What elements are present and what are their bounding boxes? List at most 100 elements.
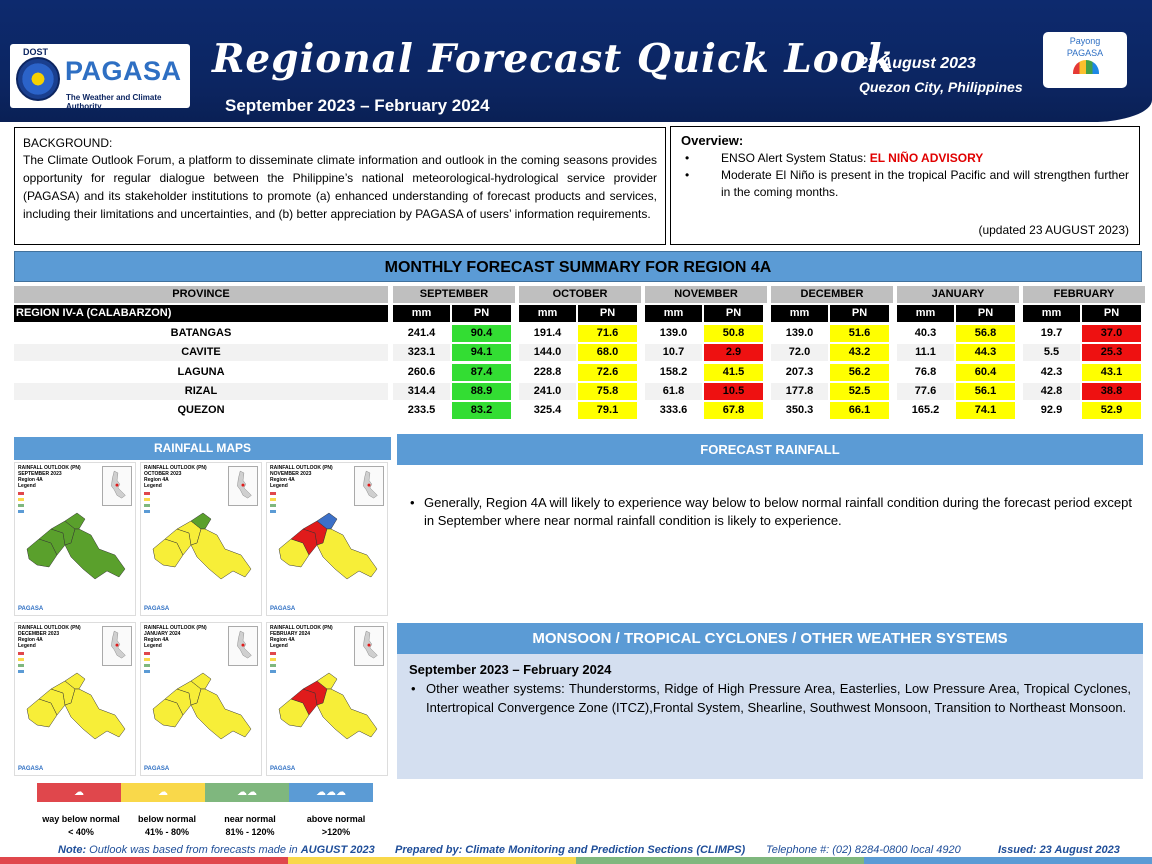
- legend-swatch: [144, 664, 150, 667]
- footer: Note: Outlook was based from forecasts m…: [0, 843, 1152, 864]
- pn-value: 38.8: [1082, 382, 1141, 400]
- pn-value: 67.8: [704, 402, 763, 420]
- scale-label-range: >120%: [321, 827, 351, 837]
- rainfall-map-panel: RAINFALL OUTLOOK (PN) SEPTEMBER 2023 Regio…: [14, 462, 136, 616]
- scale-label: above normal >120%: [286, 813, 386, 839]
- region-map-icon: [145, 669, 259, 755]
- mm-value: 191.4: [533, 327, 562, 339]
- pn-value: 74.1: [956, 402, 1015, 420]
- payong-line2: PAGASA: [1066, 48, 1104, 58]
- pn-value: 83.2: [452, 402, 511, 420]
- map-panel-title-line: Region 4A: [144, 637, 169, 643]
- scale-label: below normal 41% - 80%: [117, 813, 217, 839]
- footer-prepared: Prepared by: Climate Monitoring and Pred…: [395, 844, 746, 856]
- legend-swatch: [18, 492, 24, 495]
- footer-issued: Issued: 23 August 2023: [998, 844, 1120, 856]
- pn-value: 43.2: [830, 344, 889, 362]
- background-heading: BACKGROUND:: [23, 136, 113, 150]
- legend-swatch: [18, 652, 24, 655]
- pn-value: 56.8: [956, 325, 1015, 342]
- pn-value: 68.0: [578, 344, 637, 362]
- month-header: DECEMBER: [771, 286, 893, 303]
- map-panel-logo: PAGASA: [270, 766, 296, 772]
- pn-value: 50.8: [704, 325, 763, 342]
- pn-col-header: PN: [830, 305, 889, 322]
- map-panel-logo: PAGASA: [144, 606, 170, 612]
- monsoon-period: September 2023 – February 2024: [409, 662, 612, 677]
- scale-segment-cloud-icon: ☁: [121, 783, 205, 802]
- month-header: NOVEMBER: [645, 286, 767, 303]
- mm-value: 325.4: [533, 404, 562, 417]
- mm-value: 260.6: [407, 365, 436, 378]
- mm-value: 350.3: [785, 404, 814, 417]
- map-panel-legend: Legend: [144, 643, 186, 673]
- mm-value: 76.8: [914, 365, 937, 378]
- legend-swatch: [18, 504, 24, 507]
- stripe-red: [0, 857, 288, 864]
- map-panel-title-line: OCTOBER 2023: [144, 471, 182, 477]
- scale-label-name: above normal: [306, 814, 366, 824]
- rainfall-scale-bar: ☁ ☁ ☁☁ ☁☁☁: [37, 783, 373, 802]
- mm-value: 10.7: [645, 344, 702, 362]
- overview-enso-item: ENSO Alert System Status: EL NIÑO ADVISO…: [681, 150, 1129, 167]
- mm-value: 11.1: [897, 344, 954, 362]
- logo-name: PAGASA: [65, 56, 182, 86]
- map-panel-legend: Legend: [144, 483, 186, 513]
- legend-swatch: [144, 670, 150, 673]
- legend-swatch: [144, 658, 150, 661]
- mm-value: 72.0: [771, 344, 828, 362]
- enso-label: ENSO Alert System Status:: [721, 151, 870, 165]
- monsoon-section: September 2023 – February 2024 Other wea…: [397, 654, 1143, 779]
- mm-value: 158.2: [659, 365, 688, 378]
- map-panel-title-line: Region 4A: [270, 637, 295, 643]
- pn-value: 52.5: [830, 382, 889, 400]
- mm-value: 144.0: [519, 344, 576, 362]
- scale-label: way below normal < 40%: [31, 813, 131, 839]
- overview-updated: (updated 23 AUGUST 2023): [978, 223, 1129, 237]
- map-panel-title-line: RAINFALL OUTLOOK (PN): [144, 465, 207, 471]
- mm-value: 42.8: [1023, 382, 1080, 400]
- mm-value: 241.0: [519, 382, 576, 400]
- header-banner: [0, 0, 1152, 122]
- pn-value: 44.3: [956, 344, 1015, 362]
- background-section: BACKGROUND: The Climate Outlook Forum, a…: [14, 127, 666, 245]
- pn-col-header: PN: [704, 305, 763, 322]
- region-map-icon: [19, 669, 133, 755]
- map-legend-heading: Legend: [144, 483, 162, 489]
- province-name: RIZAL: [14, 382, 388, 400]
- scale-segment-cloud-icon: ☁☁☁: [289, 783, 373, 802]
- rainfall-map-panel: RAINFALL OUTLOOK (PN) JANUARY 2024 Region …: [140, 622, 262, 776]
- province-name: QUEZON: [177, 404, 225, 417]
- legend-swatch: [270, 504, 276, 507]
- page-subtitle: September 2023 – February 2024: [225, 96, 490, 115]
- mm-value: 139.0: [785, 327, 814, 339]
- region-label: REGION IV-A (CALABARZON): [14, 305, 388, 322]
- scale-label-name: near normal: [224, 814, 276, 824]
- location-map-icon: [228, 466, 258, 506]
- pn-value: 51.6: [830, 325, 889, 342]
- stripe-blue: [864, 857, 1152, 864]
- legend-swatch: [144, 652, 150, 655]
- mm-value: 241.4: [407, 327, 436, 339]
- footer-color-stripe: [0, 857, 1152, 864]
- month-header: FEBRUARY: [1023, 286, 1145, 303]
- pn-col-header: PN: [452, 305, 511, 322]
- pn-value: 79.1: [578, 402, 637, 420]
- forecast-rainfall-text: Generally, Region 4A will likely to expe…: [410, 494, 1132, 530]
- overview-elnino-item: Moderate El Niño is present in the tropi…: [681, 167, 1129, 201]
- mm-col-header: mm: [519, 305, 576, 322]
- map-legend-heading: Legend: [144, 643, 162, 649]
- scale-label-range: 41% - 80%: [144, 827, 190, 837]
- map-legend-heading: Legend: [270, 643, 288, 649]
- monsoon-text: Other weather systems: Thunderstorms, Ri…: [409, 679, 1131, 717]
- legend-swatch: [18, 664, 24, 667]
- mm-value: 92.9: [1040, 404, 1063, 417]
- pn-value: 52.9: [1082, 402, 1141, 420]
- legend-swatch: [270, 670, 276, 673]
- logo-tagline: The Weather and Climate Authority: [66, 93, 162, 111]
- map-panel-title-line: Region 4A: [18, 477, 43, 483]
- map-panel-legend: Legend: [18, 643, 60, 673]
- legend-swatch: [144, 510, 150, 513]
- umbrella-icon: [1073, 60, 1099, 74]
- map-panel-title: RAINFALL OUTLOOK (PN) FEBRUARY 2024 Region…: [270, 625, 350, 643]
